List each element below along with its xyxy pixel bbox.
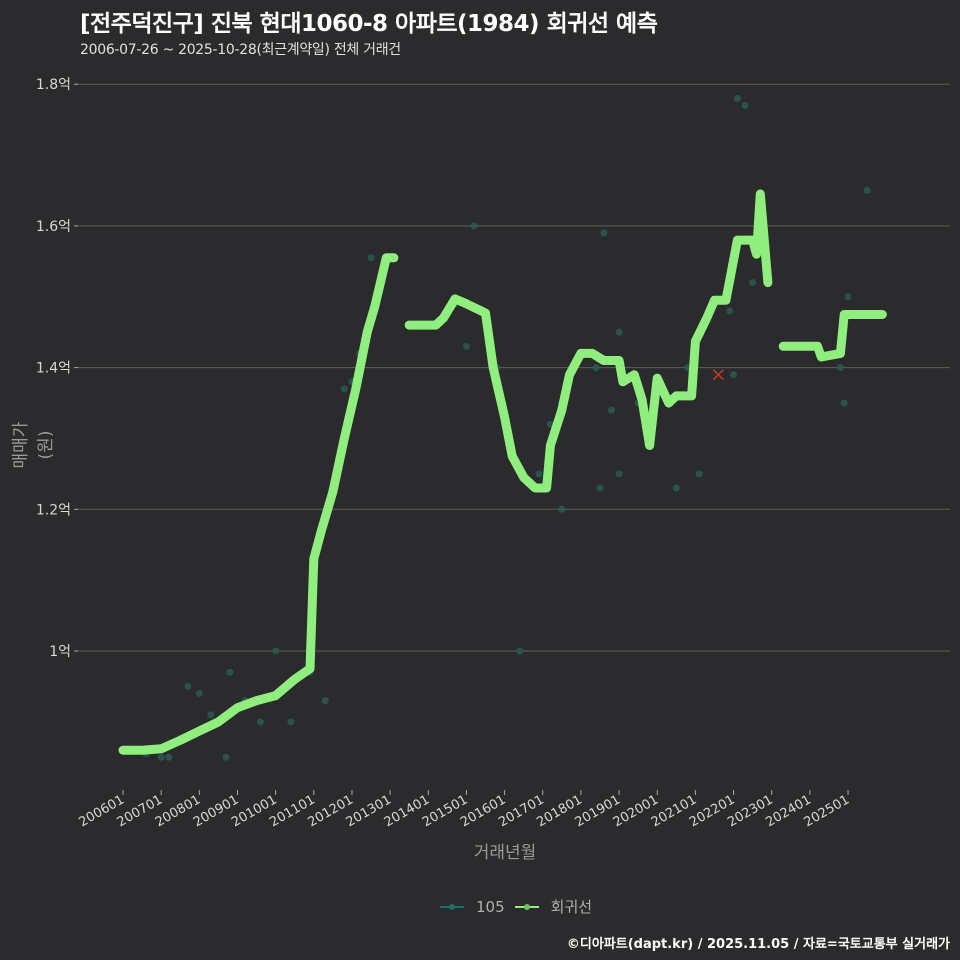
y-tick-label: 1.2억 [36,502,71,518]
data-point [516,647,524,655]
data-point [672,484,680,492]
data-point [615,470,623,478]
data-point [226,668,234,676]
data-point [836,364,844,372]
data-point [607,406,615,414]
legend-label-regression: 회귀선 [550,898,593,916]
data-point [615,328,623,336]
x-axis-label: 거래년월 [473,843,537,863]
data-point [596,484,604,492]
data-point [272,647,280,655]
data-point [600,229,608,237]
prediction-marker [712,369,724,381]
data-point [207,711,215,719]
legend: 105 회귀선 [440,896,602,917]
data-point [733,94,741,102]
data-point [367,254,375,262]
data-point [863,186,871,194]
data-point [695,470,703,478]
y-tick-label: 1억 [49,644,71,660]
data-point [287,718,295,726]
regression-segment [404,189,773,493]
data-point [157,753,165,761]
x-mark [712,369,724,381]
legend-label-105: 105 [476,897,505,916]
data-point [741,101,749,109]
y-tick-label: 1.4억 [36,361,71,377]
source-credit: ©디아파트(dapt.kr) / 2025.11.05 / 자료=국토교통부 실… [566,937,950,952]
y-tick-label: 1.6억 [36,219,71,235]
data-point [726,307,734,315]
y-tick-label: 1.8억 [36,77,71,93]
data-point [749,279,757,287]
data-point [256,718,264,726]
regression-segment [778,310,887,362]
data-point [340,385,348,393]
gridlines [78,83,950,652]
data-point [558,505,566,513]
chart-subtitle: 2006-07-26 ~ 2025-10-28(최근계약일) 전체 거래건 [80,42,401,58]
y-axis-label: 매매가(원) [11,421,56,469]
legend-item-105[interactable]: 105 [440,898,505,916]
y-axis-ticks: 1억 1.2억 1.4억 1.6억 1.8억 [36,77,78,660]
data-point [730,371,738,379]
legend-item-regression[interactable]: 회귀선 [514,896,593,917]
chart-title: [전주덕진구] 진북 현대1060-8 아파트(1984) 회귀선 예측 [80,11,658,37]
legend-key-regression [514,900,539,914]
data-point [165,753,173,761]
data-point [844,293,852,301]
data-point [462,342,470,350]
data-point [470,222,478,230]
data-point [195,690,203,698]
legend-key-105 [440,900,464,914]
data-point [840,399,848,407]
data-point [535,470,543,478]
data-point [592,364,600,372]
data-point [321,697,329,705]
regression-line [118,189,887,755]
x-axis-ticks: 2006012007012008012009012010012011012012… [77,790,852,830]
data-point [184,682,192,690]
data-point [222,753,230,761]
regression-segment [118,253,399,755]
